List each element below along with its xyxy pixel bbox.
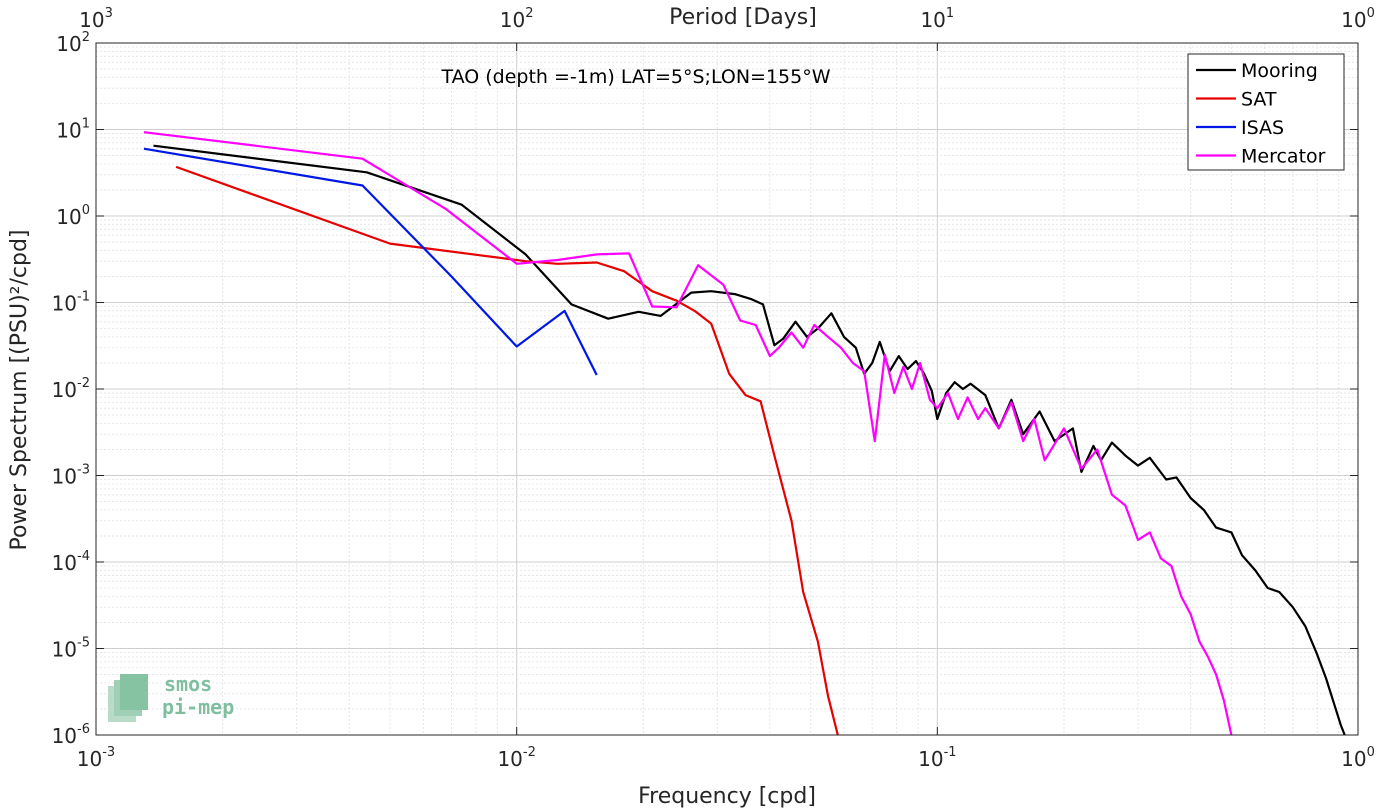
- y-tick-label-base: 10: [56, 32, 81, 56]
- x-tick-label: 10-1: [918, 745, 956, 771]
- x-tick-label-base: 10: [77, 747, 102, 771]
- y-tick-label-exponent: -6: [77, 722, 90, 737]
- legend-label-mercator: Mercator: [1241, 146, 1326, 168]
- y-tick-label-exponent: -1: [77, 290, 90, 305]
- legend-label-mooring: Mooring: [1241, 60, 1318, 82]
- y-tick-label-exponent: -4: [77, 549, 90, 564]
- x-tick-label-exponent: -1: [944, 745, 957, 760]
- chart-title: TAO (depth =-1m) LAT=5°S;LON=155°W: [440, 66, 830, 88]
- x-tick-label-exponent: -2: [523, 745, 536, 760]
- legend-label-sat: SAT: [1241, 89, 1277, 111]
- legend-label-isas: ISAS: [1241, 117, 1284, 139]
- y-tick-label-base: 10: [52, 638, 77, 662]
- x-tick-label: 10-2: [497, 745, 535, 771]
- y-tick-label: 10-1: [52, 290, 90, 316]
- x-tick-label-exponent: -3: [102, 745, 115, 760]
- x2-tick-label-exponent: 0: [1367, 6, 1375, 21]
- x2-tick-label: 102: [500, 6, 534, 32]
- y-tick-label: 10-4: [52, 549, 90, 575]
- x-tick-label-base: 10: [918, 747, 943, 771]
- series-line-isas: [143, 147, 598, 376]
- y-tick-label-exponent: 0: [82, 203, 90, 218]
- y-tick-label-base: 10: [52, 551, 77, 575]
- smos-pimep-logo: smos pi-mep: [108, 672, 234, 722]
- y-tick-label-exponent: -5: [77, 636, 90, 651]
- y-tick-label-base: 10: [56, 205, 81, 229]
- x2-tick-label-base: 10: [500, 8, 525, 32]
- y-tick-label-base: 10: [52, 724, 77, 748]
- x-tick-label-exponent: 0: [1367, 745, 1375, 760]
- y-tick-label: 10-6: [52, 722, 90, 748]
- x2-tick-label: 103: [79, 6, 113, 32]
- series-line-mercator: [143, 131, 1233, 736]
- x2-tick-label: 100: [1341, 6, 1375, 32]
- x2-tick-label-exponent: 2: [525, 6, 533, 21]
- x2-tick-label-base: 10: [920, 8, 945, 32]
- y-tick-label: 102: [56, 30, 90, 56]
- y-tick-label-exponent: 1: [82, 117, 90, 132]
- series-layer: [143, 131, 1346, 736]
- y-tick-label-exponent: -2: [77, 376, 90, 391]
- x-tick-label: 100: [1341, 745, 1375, 771]
- y-tick-label: 10-3: [52, 463, 90, 489]
- series-line-sat: [175, 165, 839, 736]
- x-tick-label-base: 10: [1341, 747, 1366, 771]
- logo-text-smos: smos: [164, 672, 212, 696]
- y-tick-label-exponent: 2: [82, 30, 90, 45]
- x2-axis-label: Period [Days]: [669, 5, 817, 30]
- legend: Mooring SAT ISAS Mercator: [1187, 53, 1345, 171]
- x-tick-label: 10-3: [77, 745, 115, 771]
- y-tick-label: 101: [56, 117, 90, 143]
- x2-tick-label-exponent: 1: [946, 6, 954, 21]
- x-axis-label: Frequency [cpd]: [638, 784, 816, 809]
- series-line-mooring: [153, 144, 1346, 736]
- y-tick-label-base: 10: [52, 465, 77, 489]
- logo-text-pimep: pi-mep: [162, 695, 234, 719]
- y-tick-label: 10-5: [52, 636, 90, 662]
- y-tick-label: 100: [56, 203, 90, 229]
- legend-box: [1187, 53, 1345, 171]
- x2-tick-label-base: 10: [1341, 8, 1366, 32]
- x-tick-label-base: 10: [497, 747, 522, 771]
- y-tick-label-base: 10: [52, 292, 77, 316]
- logo-layer-front: [120, 674, 148, 710]
- x2-tick-label-base: 10: [79, 8, 104, 32]
- y-tick-label-base: 10: [56, 119, 81, 143]
- y-axis-label-text: Power Spectrum [(PSU)²/cpd]: [7, 229, 32, 550]
- y-tick-label-base: 10: [52, 378, 77, 402]
- y-tick-label: 10-2: [52, 376, 90, 402]
- y-tick-label-exponent: -3: [77, 463, 90, 478]
- x2-tick-label: 101: [920, 6, 954, 32]
- y-axis-label: Power Spectrum [(PSU)²/cpd]: [7, 229, 32, 550]
- x2-tick-label-exponent: 3: [105, 6, 113, 21]
